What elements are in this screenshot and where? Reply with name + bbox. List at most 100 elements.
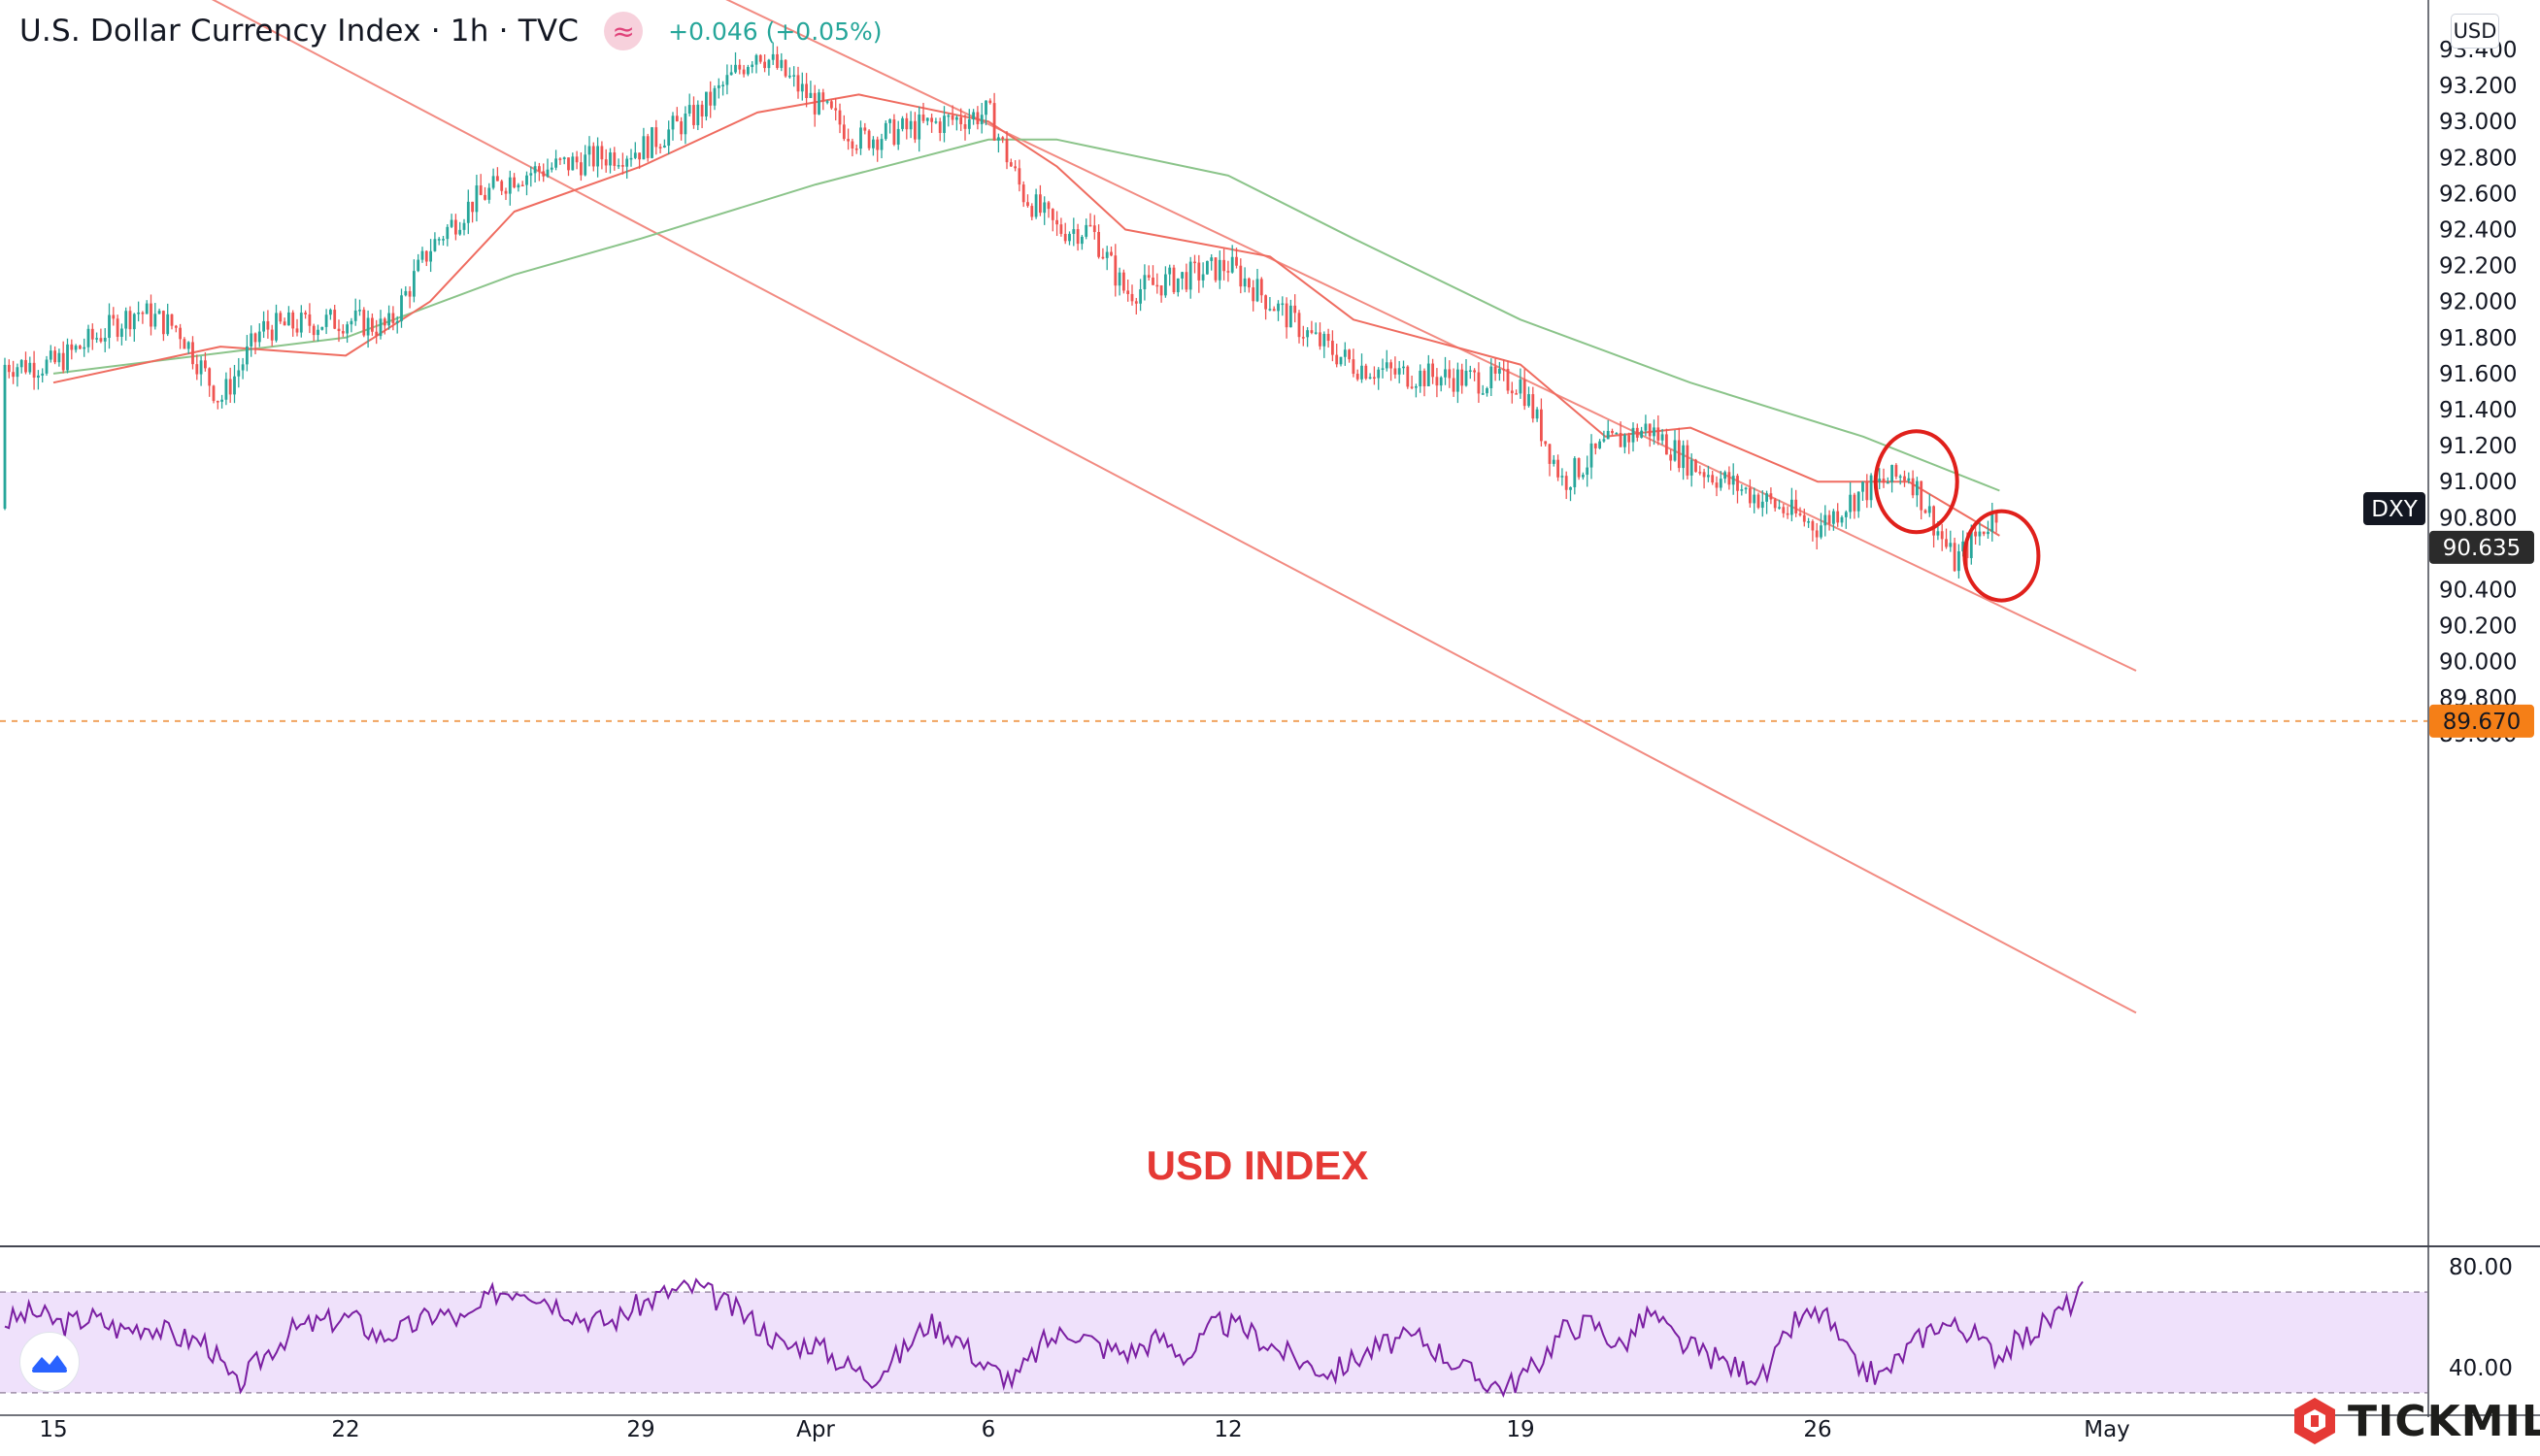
candle-body: [792, 75, 796, 77]
candle-body: [1644, 423, 1648, 431]
candle-body: [1627, 435, 1631, 443]
moving-average-fast[interactable]: [52, 93, 2000, 537]
candle-body: [809, 92, 813, 99]
channel-upper-line[interactable]: [0, 0, 2137, 672]
candle-body: [1586, 467, 1589, 476]
candle-body: [918, 115, 921, 140]
channel-lower-line[interactable]: [0, 0, 2137, 1014]
candle-body: [1319, 332, 1321, 347]
candle-body: [1769, 493, 1773, 500]
candle-body: [283, 321, 286, 326]
candle-body: [780, 59, 784, 68]
candle-body: [642, 136, 646, 160]
candles[interactable]: [3, 42, 1998, 579]
candle-body: [947, 115, 951, 117]
candle-body: [404, 290, 408, 296]
price-pane[interactable]: [0, 0, 2427, 1014]
candle-body: [1707, 475, 1710, 478]
candle-body: [751, 64, 754, 68]
candle-body: [1043, 202, 1047, 214]
candle-body: [696, 104, 700, 125]
candle-body: [1807, 521, 1810, 523]
chart-header: U.S. Dollar Currency Index · 1h · TVC ≈ …: [19, 12, 882, 50]
candle-body: [1715, 482, 1719, 488]
candle-body: [329, 310, 332, 315]
candle-body: [1464, 370, 1468, 386]
price-tick-label: 92.000: [2439, 290, 2517, 315]
candle-body: [663, 146, 666, 148]
candle-body: [729, 72, 733, 76]
rsi-line[interactable]: [4, 1277, 2084, 1398]
symbol-tag-bg[interactable]: [2363, 492, 2425, 526]
candle-body: [45, 359, 49, 374]
candle-body: [1878, 479, 1882, 482]
candle-body: [1560, 476, 1564, 478]
candle-body: [7, 364, 11, 373]
approx-icon[interactable]: ≈: [604, 12, 644, 50]
moving-average-slow[interactable]: [52, 138, 2000, 492]
candle-body: [228, 379, 232, 395]
candle-body: [784, 59, 787, 77]
candle-body: [1515, 393, 1518, 395]
candle-body: [1364, 365, 1368, 380]
candle-body: [1047, 202, 1051, 210]
last-price-tag-bg[interactable]: [2429, 530, 2534, 564]
candle-body: [1953, 543, 1956, 572]
candle-body: [997, 137, 1000, 141]
candle-body: [700, 104, 704, 117]
candle-body: [542, 171, 546, 177]
symbol-tag[interactable]: DXY: [2371, 497, 2418, 522]
candle-body: [621, 165, 624, 167]
candle-body: [1782, 507, 1786, 513]
tradingview-logo-icon[interactable]: [19, 1332, 80, 1392]
rsi-pane[interactable]: [0, 1277, 2427, 1398]
candle-body: [270, 329, 274, 341]
candle-body: [938, 121, 942, 133]
candle-body: [1477, 372, 1481, 394]
candle-body: [1009, 162, 1013, 167]
candle-body: [1243, 278, 1247, 287]
price-change: +0.046 (+0.05%): [668, 17, 883, 46]
candle-body: [24, 359, 27, 373]
candle-body: [508, 177, 512, 194]
candle-body: [1081, 236, 1084, 245]
candle-body: [462, 222, 466, 230]
candle-body: [1331, 341, 1334, 355]
candle-body: [95, 338, 98, 340]
candle-body: [1030, 206, 1034, 217]
highlight-circle[interactable]: [1962, 509, 2041, 603]
currency-button[interactable]: USD: [2451, 14, 2499, 49]
candle-body: [1823, 514, 1827, 526]
time-axis[interactable]: 15 22 29 Apr 6 12 19 26 May: [39, 1417, 2129, 1442]
candle-body: [1957, 551, 1960, 572]
candle-body: [408, 290, 412, 297]
candle-body: [1861, 481, 1864, 492]
candle-body: [1711, 475, 1715, 483]
candle-body: [466, 201, 470, 223]
price-tick-label: 90.200: [2439, 614, 2517, 640]
candle-body: [153, 314, 157, 327]
candle-body: [1802, 514, 1806, 522]
candle-body: [1014, 166, 1017, 169]
candle-body: [867, 130, 871, 149]
price-axis[interactable]: 93.40093.20093.00092.80092.60092.40092.2…: [2363, 38, 2534, 1381]
candle-body: [1188, 261, 1192, 290]
candle-body: [580, 162, 583, 176]
last-price-tag[interactable]: 90.635: [2443, 536, 2521, 561]
candle-body: [609, 152, 612, 166]
candle-body: [709, 91, 713, 106]
symbol-title[interactable]: U.S. Dollar Currency Index · 1h · TVC: [19, 14, 580, 49]
candle-body: [1248, 278, 1251, 288]
level-price-tag[interactable]: 89.670: [2443, 710, 2521, 735]
candle-body: [533, 166, 537, 174]
candle-body: [1281, 303, 1285, 306]
candle-body: [257, 331, 261, 343]
candle-body: [1773, 499, 1777, 509]
candle-body: [1907, 478, 1911, 481]
candle-body: [1235, 256, 1238, 266]
level-price-tag-bg[interactable]: [2429, 704, 2534, 738]
candle-body: [1865, 481, 1869, 501]
candle-body: [854, 149, 858, 150]
highlight-circle[interactable]: [1873, 429, 1959, 535]
